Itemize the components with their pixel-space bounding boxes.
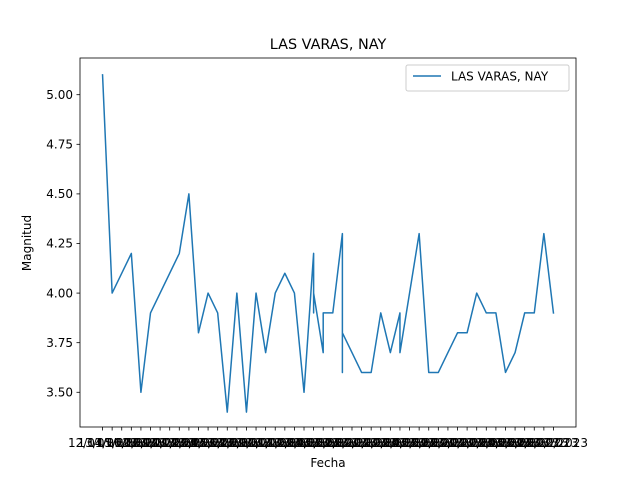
x-tick-label: 04/02/2023 [289,436,358,450]
y-tick-label: 4.00 [46,286,73,300]
x-axis-ticks: 12/01/202313/01/202314/01/202315/01/2023… [68,427,588,450]
x-tick-label: 11/02/2023 [356,436,425,450]
x-tick-label: 01/02/2023 [260,436,329,450]
x-tick-label: 28/02/2023 [519,436,588,450]
x-tick-label: 16/01/2023 [106,436,175,450]
plot-frame [79,57,577,428]
x-tick-label: 12/01/2023 [68,436,137,450]
y-tick-label: 3.75 [46,336,73,350]
series-line-0 [101,74,555,413]
x-tick-label: 07/02/2023 [317,436,386,450]
y-tick-label: 4.50 [46,187,73,201]
x-tick-label: 06/02/2023 [308,436,377,450]
x-tick-label: 29/01/2023 [231,436,300,450]
x-tick-label: 22/02/2023 [461,436,530,450]
x-tick-label: 26/02/2023 [500,436,569,450]
plot-area [101,74,555,413]
x-tick-label: 24/01/2023 [183,436,252,450]
x-tick-label: 13/02/2023 [375,436,444,450]
x-tick-label: 26/01/2023 [202,436,271,450]
legend-frame [405,64,570,92]
x-axis-label: Fecha [310,456,345,470]
x-tick-label: 24/02/2023 [480,436,549,450]
y-tick-label: 5.00 [46,88,73,102]
x-tick-label: 15/01/2023 [97,436,166,450]
x-tick-label: 20/01/2023 [145,436,214,450]
x-tick-label: 20/02/2023 [442,436,511,450]
x-tick-label: 27/01/2023 [212,436,281,450]
x-tick-label: 23/02/2023 [471,436,540,450]
x-tick-label: 25/02/2023 [490,436,559,450]
x-tick-label: 13/01/2023 [78,436,147,450]
x-tick-label: 30/01/2023 [241,436,310,450]
x-tick-label: 15/02/2023 [394,436,463,450]
x-tick-label: 12/02/2023 [365,436,434,450]
x-tick-label: 14/02/2023 [385,436,454,450]
x-tick-label: 28/01/2023 [221,436,290,450]
x-tick-label: 25/01/2023 [193,436,262,450]
y-axis-ticks: 3.50 3.75 4.00 4.25 4.50 4.75 5.00 [46,88,80,399]
x-tick-label: 16/02/2023 [404,436,473,450]
x-tick-label: 09/02/2023 [337,436,406,450]
x-tick-label: 31/01/2023 [250,436,319,450]
x-tick-label: 08/02/2023 [327,436,396,450]
y-tick-label: 3.50 [46,385,73,399]
x-tick-label: 17/02/2023 [413,436,482,450]
x-tick-label: 21/01/2023 [154,436,223,450]
y-axis-label: Magnitud [20,215,34,271]
legend-label: LAS VARAS, NAY [451,70,549,84]
legend: LAS VARAS, NAY [405,64,570,92]
x-tick-label: 17/01/2023 [116,436,185,450]
x-tick-label: 19/02/2023 [433,436,502,450]
x-tick-label: 14/01/2023 [87,436,156,450]
x-tick-label: 05/02/2023 [298,436,367,450]
x-tick-label: 18/01/2023 [126,436,195,450]
x-tick-label: 22/01/2023 [164,436,233,450]
x-tick-label: 19/01/2023 [135,436,204,450]
x-tick-label: 27/02/2023 [509,436,578,450]
chart-title: LAS VARAS, NAY [270,37,387,53]
x-tick-label: 03/02/2023 [279,436,348,450]
x-tick-label: 23/01/2023 [173,436,242,450]
x-tick-label: 02/02/2023 [269,436,338,450]
x-tick-label: 18/02/2023 [423,436,492,450]
x-tick-label: 21/02/2023 [452,436,521,450]
x-tick-label: 10/02/2023 [346,436,415,450]
y-tick-label: 4.75 [46,137,73,151]
y-tick-label: 4.25 [46,237,73,251]
